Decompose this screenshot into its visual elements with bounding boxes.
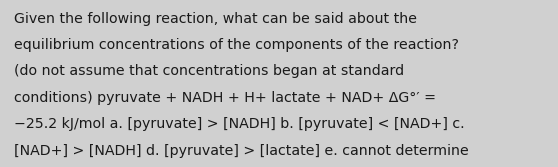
Text: (do not assume that concentrations began at standard: (do not assume that concentrations began… xyxy=(14,64,404,78)
Text: conditions) pyruvate + NADH + H+ lactate + NAD+ ΔG°′ =: conditions) pyruvate + NADH + H+ lactate… xyxy=(14,91,436,105)
Text: Given the following reaction, what can be said about the: Given the following reaction, what can b… xyxy=(14,12,417,26)
Text: equilibrium concentrations of the components of the reaction?: equilibrium concentrations of the compon… xyxy=(14,38,459,52)
Text: −25.2 kJ/mol a. [pyruvate] > [NADH] b. [pyruvate] < [NAD+] c.: −25.2 kJ/mol a. [pyruvate] > [NADH] b. [… xyxy=(14,117,465,131)
Text: [NAD+] > [NADH] d. [pyruvate] > [lactate] e. cannot determine: [NAD+] > [NADH] d. [pyruvate] > [lactate… xyxy=(14,144,469,158)
